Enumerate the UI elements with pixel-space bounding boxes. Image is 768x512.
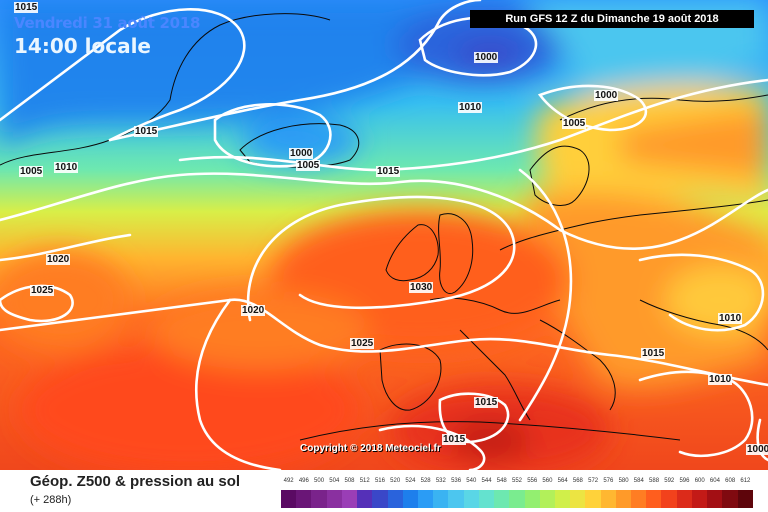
isobar-label: 1010	[708, 374, 733, 385]
legend-tick: 528	[420, 478, 431, 484]
legend-tick-labels: 492 496 500 504 508 512 516 520 524 528 532 536 540 5…	[281, 478, 753, 488]
legend-tick: 552	[511, 478, 522, 484]
isobar-label: 1005	[562, 118, 587, 129]
legend-swatch	[494, 490, 510, 508]
legend-swatch	[281, 490, 297, 508]
isobar-label: 1015	[442, 434, 467, 445]
legend-tick: 584	[633, 478, 644, 484]
legend-tick: 540	[466, 478, 477, 484]
isobar-label: 1020	[241, 305, 266, 316]
legend-tick: 572	[588, 478, 599, 484]
legend-swatch	[615, 490, 632, 508]
isobar-label: 1005	[296, 160, 321, 171]
map-panel: Vendredi 31 août 2018 14:00 locale Run G…	[0, 0, 768, 470]
legend-tick: 548	[496, 478, 507, 484]
isobars	[0, 0, 768, 470]
weather-map	[0, 0, 768, 470]
isobar-label: 1005	[19, 166, 44, 177]
legend-swatch	[707, 490, 723, 508]
isobar-label: 1015	[474, 397, 499, 408]
legend-swatch	[402, 490, 418, 508]
legend-swatch	[554, 490, 571, 508]
legend-swatch	[417, 490, 434, 508]
isobar-label: 1000	[594, 90, 619, 101]
product-title: Géop. Z500 & pression au sol	[30, 473, 241, 490]
isobar-label: 1020	[46, 254, 71, 265]
legend-tick: 532	[435, 478, 446, 484]
legend-tick: 516	[374, 478, 385, 484]
legend-tick: 508	[344, 478, 355, 484]
model-run-label: Run GFS 12 Z du Dimanche 19 août 2018	[470, 10, 754, 28]
legend-tick: 536	[451, 478, 462, 484]
legend-swatch	[478, 490, 495, 508]
legend-tick: 556	[527, 478, 538, 484]
legend-tick: 560	[542, 478, 553, 484]
legend-tick: 596	[679, 478, 690, 484]
legend-swatch	[433, 490, 449, 508]
legend-tick: 520	[390, 478, 401, 484]
legend-swatch	[691, 490, 708, 508]
copyright-text: Copyright © 2018 Meteociel.fr	[300, 443, 441, 454]
isobar-label: 1015	[14, 2, 39, 13]
legend-tick: 500	[314, 478, 325, 484]
coastlines	[0, 13, 768, 441]
isobar-label: 1000	[289, 148, 314, 159]
forecast-lead-time: (+ 288h)	[30, 494, 72, 506]
legend-tick: 580	[618, 478, 629, 484]
isobar-label: 1000	[474, 52, 499, 63]
isobar-label: 1010	[54, 162, 79, 173]
legend-swatch	[661, 490, 677, 508]
isobar-label: 1015	[134, 126, 159, 137]
color-scale-legend: 492 496 500 504 508 512 516 520 524 528 532 536 540 5…	[281, 478, 753, 508]
legend-tick: 512	[359, 478, 370, 484]
legend-tick: 604	[709, 478, 720, 484]
legend-swatch	[585, 490, 601, 508]
isobar-label: 1015	[376, 166, 401, 177]
isobar-label: 1025	[350, 338, 375, 349]
legend-tick: 524	[405, 478, 416, 484]
legend-tick: 568	[572, 478, 583, 484]
isobar-label: 1015	[641, 348, 666, 359]
legend-swatch	[387, 490, 403, 508]
legend-tick: 588	[649, 478, 660, 484]
legend-tick: 544	[481, 478, 492, 484]
legend-swatch	[296, 490, 312, 508]
legend-tick: 504	[329, 478, 340, 484]
legend-swatch	[509, 490, 525, 508]
legend-swatch	[539, 490, 555, 508]
legend-tick: 492	[283, 478, 294, 484]
legend-swatch	[448, 490, 464, 508]
legend-tick: 612	[740, 478, 751, 484]
isobar-label: 1010	[458, 102, 483, 113]
legend-swatch	[372, 490, 388, 508]
legend-tick: 608	[725, 478, 736, 484]
legend-swatch	[722, 490, 738, 508]
isobar-label: 1025	[30, 285, 55, 296]
forecast-time: 14:00 locale	[14, 34, 151, 58]
isobar-label: 1030	[409, 282, 434, 293]
legend-color-bar	[281, 490, 753, 508]
legend-tick: 496	[298, 478, 309, 484]
legend-tick: 592	[664, 478, 675, 484]
legend-tick: 576	[603, 478, 614, 484]
legend-swatch	[646, 490, 662, 508]
legend-tick: 600	[694, 478, 705, 484]
legend-swatch	[737, 490, 753, 508]
forecast-date: Vendredi 31 août 2018	[14, 14, 201, 32]
legend-swatch	[676, 490, 692, 508]
map-footer: Géop. Z500 & pression au sol (+ 288h) 49…	[0, 470, 768, 512]
isobar-label: 1010	[718, 313, 743, 324]
legend-swatch	[341, 490, 358, 508]
legend-swatch	[570, 490, 586, 508]
legend-swatch	[463, 490, 479, 508]
legend-swatch	[524, 490, 540, 508]
legend-tick: 564	[557, 478, 568, 484]
legend-swatch	[311, 490, 327, 508]
legend-swatch	[631, 490, 647, 508]
isobar-label: 1000	[746, 444, 768, 455]
legend-swatch	[326, 490, 342, 508]
legend-swatch	[600, 490, 616, 508]
legend-swatch	[357, 490, 373, 508]
